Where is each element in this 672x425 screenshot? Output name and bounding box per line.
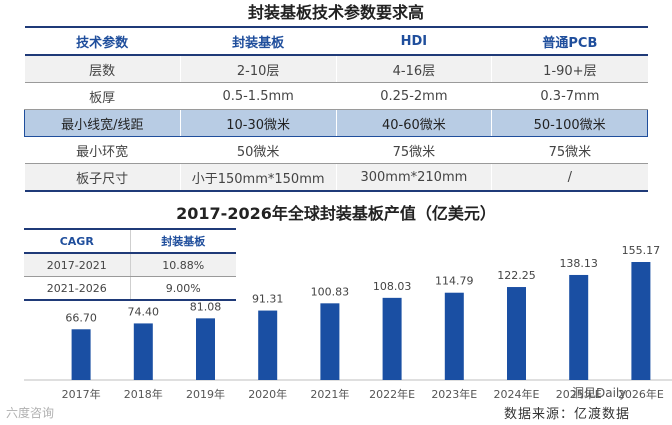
watermark-right: 洞见Daily <box>572 386 627 400</box>
bar <box>71 329 91 380</box>
spec-cell: 0.5-1.5mm <box>179 82 336 110</box>
watermark-left: 六度咨询 <box>6 406 55 420</box>
bar <box>133 323 153 380</box>
spec-cell: / <box>491 163 648 192</box>
bar-value-label: 138.13 <box>559 257 598 270</box>
x-tick-label: 2024年E <box>494 387 540 401</box>
cagr-row: 2017-2021 10.88% <box>24 253 236 277</box>
bar <box>196 318 215 380</box>
spec-header-row: 技术参数 封装基板 HDI 普通PCB <box>24 26 648 56</box>
spec-cell: 小于150mm*150mm <box>179 163 336 192</box>
spec-header-substrate: 封装基板 <box>179 26 336 56</box>
spec-header-pcb: 普通PCB <box>491 26 648 56</box>
spec-cell: 40-60微米 <box>335 109 492 137</box>
spec-cell: 最小线宽/线距 <box>24 109 181 137</box>
spec-header-param: 技术参数 <box>24 26 181 56</box>
bar <box>258 310 278 380</box>
bar-value-label: 74.40 <box>128 305 160 318</box>
spec-cell: 50-100微米 <box>491 109 648 137</box>
bar-value-label: 81.08 <box>190 300 222 313</box>
spec-row: 最小环宽 50微米 75微米 75微米 <box>24 136 648 164</box>
spec-row: 板子尺寸 小于150mm*150mm 300mm*210mm / <box>24 163 648 192</box>
bar <box>569 274 589 380</box>
spec-row: 板厚 0.5-1.5mm 0.25-2mm 0.3-7mm <box>24 82 648 110</box>
x-tick-label: 2025年E <box>556 387 602 401</box>
x-tick-label: 2026年E <box>618 387 664 401</box>
spec-cell: 最小环宽 <box>24 136 181 164</box>
x-tick-label: 2018年 <box>124 387 163 401</box>
bar <box>631 262 651 380</box>
spec-cell: 0.3-7mm <box>491 82 648 110</box>
bar <box>382 297 402 380</box>
spec-row: 层数 2-10层 4-16层 1-90+层 <box>24 55 648 83</box>
spec-cell: 0.25-2mm <box>335 82 492 110</box>
bar-value-label: 66.70 <box>65 311 97 324</box>
x-tick-label: 2023年E <box>431 387 477 401</box>
cagr-header-substrate: 封装基板 <box>129 228 236 254</box>
cagr-cell: 2021-2026 <box>24 276 130 301</box>
spec-cell: 板子尺寸 <box>24 163 181 192</box>
cagr-header-period: CAGR <box>24 228 130 254</box>
spec-cell: 300mm*210mm <box>335 163 492 192</box>
bar-value-label: 91.31 <box>252 293 284 306</box>
spec-table: 技术参数 封装基板 HDI 普通PCB 层数 2-10层 4-16层 1-90+… <box>24 26 648 192</box>
bar <box>320 303 340 380</box>
cagr-row: 2021-2026 9.00% <box>24 276 236 301</box>
x-tick-label: 2019年 <box>186 387 225 401</box>
x-tick-label: 2021年 <box>310 387 349 401</box>
spec-cell: 2-10层 <box>179 55 336 83</box>
x-tick-label: 2017年 <box>62 387 101 401</box>
bar <box>444 292 464 380</box>
bar-value-label: 114.79 <box>435 275 474 288</box>
spec-cell: 板厚 <box>24 82 181 110</box>
bar-value-label: 108.03 <box>373 280 412 293</box>
cagr-cell: 2017-2021 <box>24 253 130 277</box>
spec-cell: 10-30微米 <box>179 109 336 137</box>
cagr-cell: 9.00% <box>129 276 236 301</box>
spec-cell: 75微米 <box>335 136 492 164</box>
x-tick-label: 2022年E <box>369 387 415 401</box>
spec-cell: 75微米 <box>491 136 648 164</box>
cagr-table: CAGR 封装基板 2017-2021 10.88% 2021-2026 9.0… <box>24 228 236 301</box>
chart-title: 2017-2026年全球封装基板产值（亿美元） <box>176 204 496 223</box>
bar <box>507 287 526 380</box>
x-tick-label: 2020年 <box>248 387 287 401</box>
bar-value-label: 155.17 <box>622 244 661 257</box>
cagr-header-row: CAGR 封装基板 <box>24 228 236 254</box>
spec-cell: 层数 <box>24 55 181 83</box>
bar-value-label: 100.83 <box>311 285 350 298</box>
spec-header-hdi: HDI <box>335 26 492 56</box>
bar-value-label: 122.25 <box>497 269 536 282</box>
spec-cell: 1-90+层 <box>491 55 648 83</box>
spec-cell: 4-16层 <box>335 55 492 83</box>
cagr-cell: 10.88% <box>129 253 236 277</box>
spec-table-title: 封装基板技术参数要求高 <box>247 3 424 22</box>
spec-row-highlighted: 最小线宽/线距 10-30微米 40-60微米 50-100微米 <box>24 109 648 137</box>
spec-cell: 50微米 <box>179 136 336 164</box>
source-note: 数据来源：亿渡数据 <box>504 407 631 422</box>
